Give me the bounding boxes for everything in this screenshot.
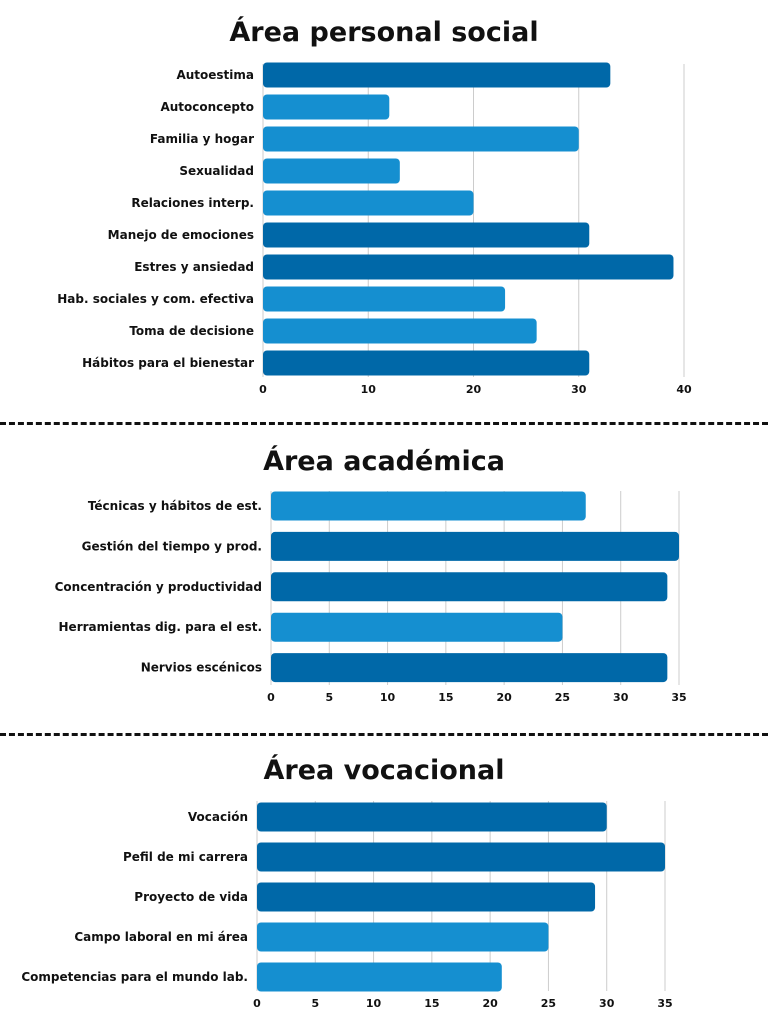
x-tick-label: 30 (599, 997, 615, 1010)
bar-2 (271, 531, 679, 561)
category-label: Hab. sociales y com. efectiva (57, 292, 254, 306)
x-tick-label: 0 (259, 383, 267, 396)
category-label: Técnicas y hábitos de est. (88, 499, 262, 513)
category-label: Hábitos para el bienestar (82, 356, 254, 370)
category-label: Gestión del tiempo y prod. (82, 539, 262, 553)
category-label: Concentración y productividad (55, 580, 262, 594)
bar-4 (271, 612, 563, 642)
bar-1 (257, 802, 607, 832)
x-tick-label: 30 (571, 383, 587, 396)
dashed-divider (0, 422, 768, 425)
bar-6 (263, 222, 590, 248)
x-tick-label: 20 (482, 997, 498, 1010)
x-tick-label: 10 (361, 383, 377, 396)
bar-4 (257, 922, 549, 952)
x-tick-label: 0 (267, 691, 275, 704)
x-tick-label: 10 (366, 997, 382, 1010)
category-label: Estres y ansiedad (134, 260, 254, 274)
x-tick-label: 20 (466, 383, 482, 396)
category-label: Nervios escénicos (141, 661, 262, 675)
bar-5 (271, 653, 668, 683)
bar-1 (263, 62, 611, 88)
bar-3 (257, 882, 596, 912)
bar-1 (271, 491, 586, 521)
x-tick-label: 10 (380, 691, 396, 704)
chart-title-vocacional: Área vocacional (263, 755, 505, 786)
bar-5 (263, 190, 474, 216)
category-label: Proyecto de vida (134, 890, 248, 904)
x-tick-label: 40 (676, 383, 692, 396)
x-tick-label: 15 (438, 691, 453, 704)
x-tick-label: 5 (325, 691, 333, 704)
chart-title-personal-social: Área personal social (229, 17, 539, 48)
category-label: Vocación (188, 810, 248, 824)
x-tick-label: 30 (613, 691, 629, 704)
category-label: Toma de decisione (129, 324, 254, 338)
category-label: Relaciones interp. (131, 196, 254, 210)
bar-3 (263, 126, 579, 152)
bar-2 (257, 842, 665, 872)
category-label: Manejo de emociones (108, 228, 254, 242)
bar-8 (263, 286, 506, 312)
category-label: Autoconcepto (160, 100, 254, 114)
bar-chart-academica: Técnicas y hábitos de est. Gestión del ti… (55, 491, 687, 704)
x-tick-label: 25 (555, 691, 570, 704)
category-label: Herramientas dig. para el est. (59, 620, 262, 634)
bar-9 (263, 318, 537, 344)
category-label: Competencias para el mundo lab. (21, 970, 248, 984)
category-label: Familia y hogar (150, 132, 254, 146)
x-tick-label: 0 (253, 997, 261, 1010)
bar-chart-vocacional: Vocación Pefil de mi carrera Proyecto de v… (21, 801, 673, 1010)
bar-chart-personal-social: Autoestima Autoconcepto Familia y hogar Sex… (57, 62, 692, 396)
dashed-divider (0, 733, 768, 736)
bar-2 (263, 94, 390, 120)
x-tick-label: 25 (541, 997, 556, 1010)
category-label: Campo laboral en mi área (74, 930, 248, 944)
bar-5 (257, 962, 502, 992)
category-label: Sexualidad (179, 164, 254, 178)
x-tick-label: 20 (496, 691, 512, 704)
chart-title-academica: Área académica (263, 446, 505, 477)
x-tick-label: 5 (311, 997, 319, 1010)
bar-4 (263, 158, 400, 184)
x-tick-label: 35 (671, 691, 686, 704)
category-label: Autoestima (176, 68, 254, 82)
x-tick-label: 15 (424, 997, 439, 1010)
bar-10 (263, 350, 590, 376)
x-tick-label: 35 (657, 997, 672, 1010)
category-label: Pefil de mi carrera (123, 850, 248, 864)
bar-3 (271, 572, 668, 602)
bar-7 (263, 254, 674, 280)
